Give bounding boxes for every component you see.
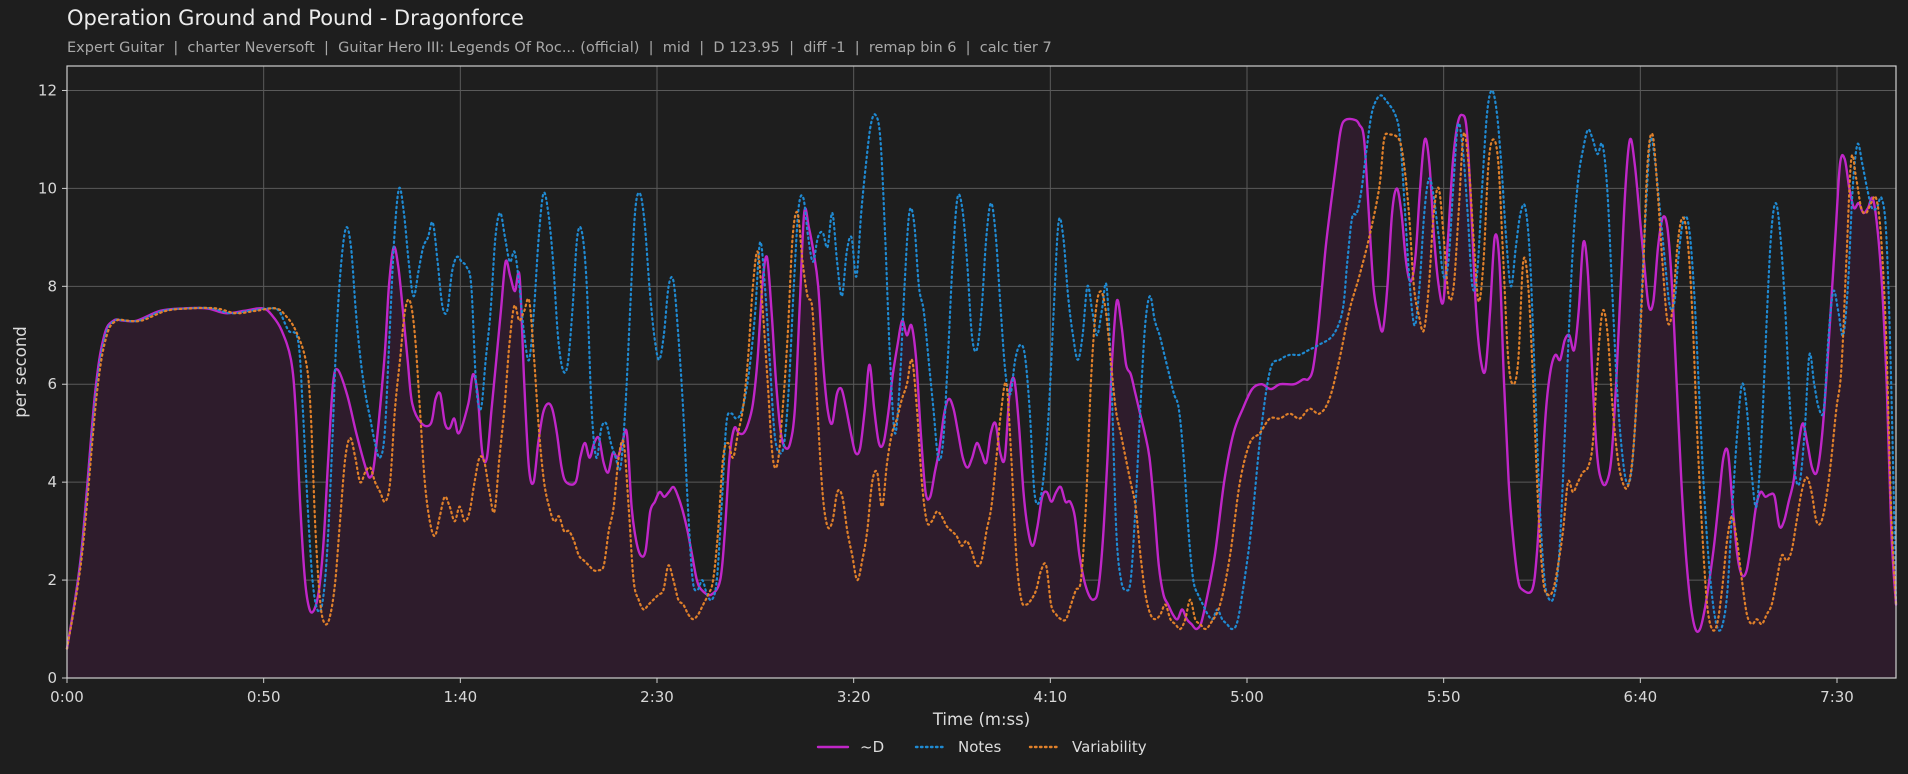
y-tick-label: 4 — [47, 473, 57, 491]
x-tick-label: 5:50 — [1427, 688, 1461, 706]
x-tick-label: 0:00 — [50, 688, 84, 706]
x-tick-label: 4:10 — [1033, 688, 1067, 706]
y-tick-label: 10 — [38, 179, 57, 197]
y-axis-label: per second — [11, 326, 30, 418]
x-tick-label: 2:30 — [640, 688, 674, 706]
x-axis-ticks: 0:00 0:50 1:40 2:30 3:20 4:10 5:00 5:50 6:40 7:30 — [50, 678, 1854, 706]
legend: ~D Notes Variability — [816, 738, 1147, 756]
x-axis-label: Time (m:ss) — [932, 710, 1030, 729]
legend-label: Notes — [958, 738, 1002, 756]
chart-title: Operation Ground and Pound - Dragonforce — [67, 6, 524, 30]
chart-subtitle: Expert Guitar | charter Neversoft | Guit… — [67, 40, 1052, 56]
y-axis-ticks: 0 2 4 6 8 10 12 — [38, 81, 67, 687]
y-tick-label: 12 — [38, 81, 57, 99]
y-tick-label: 8 — [47, 277, 57, 295]
legend-label: ~D — [860, 738, 884, 756]
series-fill-d — [67, 114, 1896, 679]
plot-frame — [66, 65, 1897, 679]
x-tick-label: 1:40 — [443, 688, 477, 706]
series-line-0 — [65, 113, 1898, 650]
x-tick-label: 6:40 — [1623, 688, 1657, 706]
x-tick-label: 7:30 — [1820, 688, 1854, 706]
x-tick-label: 5:00 — [1230, 688, 1264, 706]
series-line-2 — [65, 131, 1898, 650]
legend-label: Variability — [1072, 738, 1147, 756]
x-tick-label: 0:50 — [247, 688, 281, 706]
y-tick-label: 2 — [47, 571, 57, 589]
plot-area — [65, 89, 1898, 679]
x-tick-label: 3:20 — [837, 688, 871, 706]
y-tick-label: 6 — [47, 375, 57, 393]
y-tick-label: 0 — [47, 669, 57, 687]
